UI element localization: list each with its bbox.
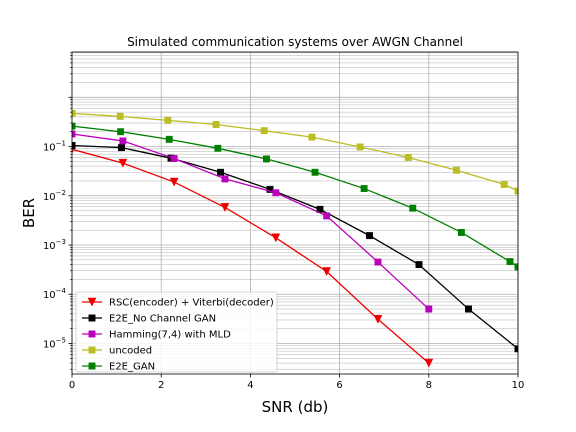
y-tick-label: 10−1 <box>43 140 66 154</box>
legend-item: Hamming(7,4) with MLD <box>82 330 231 341</box>
data-point <box>308 133 316 141</box>
data-point <box>366 232 373 240</box>
legend-item: E2E_GAN <box>82 362 155 373</box>
data-point <box>323 212 331 220</box>
y-axis-label: BER <box>20 198 38 228</box>
y-tick-base: 10 <box>43 339 56 350</box>
data-point <box>374 258 382 266</box>
data-point <box>404 154 412 161</box>
data-point <box>263 155 270 163</box>
y-tick-label: 10−4 <box>43 287 67 301</box>
data-point <box>119 137 127 145</box>
data-point <box>500 180 508 188</box>
y-tick-exponent: −1 <box>56 140 66 148</box>
data-point <box>465 305 472 313</box>
data-point <box>117 128 125 136</box>
data-point <box>356 143 364 151</box>
legend-label: E2E_No Channel GAN <box>109 314 216 325</box>
series-2 <box>72 142 518 353</box>
data-point <box>170 155 178 163</box>
series-line <box>72 148 430 364</box>
data-point <box>453 166 460 174</box>
legend-label: RSC(encoder) + Viterbi(decoder) <box>109 298 274 309</box>
x-tick-label: 8 <box>426 380 432 391</box>
series-5 <box>72 122 518 271</box>
legend-marker <box>88 362 96 370</box>
legend-label: Hamming(7,4) with MLD <box>109 330 231 341</box>
legend-item: RSC(encoder) + Viterbi(decoder) <box>82 298 274 309</box>
data-point <box>322 267 332 277</box>
y-tick-label: 10−2 <box>43 189 66 203</box>
data-point <box>164 116 172 124</box>
chart-title: Simulated communication systems over AWG… <box>127 35 463 49</box>
series-line <box>72 144 518 350</box>
series-3 <box>72 130 433 313</box>
y-tick-base: 10 <box>43 143 56 154</box>
data-point <box>217 168 224 176</box>
legend-item: E2E_No Channel GAN <box>82 314 216 325</box>
x-tick-label: 2 <box>158 380 164 391</box>
x-tick-label: 10 <box>512 380 525 391</box>
legend-label: E2E_GAN <box>109 362 155 373</box>
data-point <box>311 168 319 176</box>
y-tick-base: 10 <box>43 241 56 252</box>
x-tick-label: 0 <box>69 380 75 391</box>
y-tick-base: 10 <box>43 192 56 203</box>
data-point <box>409 204 417 212</box>
y-tick-exponent: −3 <box>56 238 66 246</box>
data-point <box>116 112 124 120</box>
x-tick-label: 6 <box>336 380 342 391</box>
data-point <box>271 233 281 243</box>
y-tick-label: 10−5 <box>43 336 66 350</box>
legend-marker <box>88 314 96 322</box>
data-point <box>220 203 230 212</box>
legend-box <box>75 291 278 373</box>
legend-marker <box>88 330 96 338</box>
data-point <box>373 315 383 324</box>
data-point <box>360 185 368 193</box>
series-1 <box>72 145 434 368</box>
legend-label: uncoded <box>109 346 152 357</box>
data-point <box>457 228 465 236</box>
data-point <box>165 135 173 143</box>
data-point <box>118 144 125 152</box>
data-point <box>212 121 220 128</box>
plot-frame <box>71 51 519 375</box>
y-tick-exponent: −4 <box>56 287 67 295</box>
series-line <box>72 133 430 310</box>
legend-item: uncoded <box>82 346 152 357</box>
data-point <box>214 144 222 152</box>
y-tick-base: 10 <box>43 290 56 301</box>
x-axis-label: SNR (db) <box>262 398 329 416</box>
y-tick-exponent: −2 <box>56 189 66 197</box>
data-point <box>425 305 433 313</box>
legend-marker <box>87 297 97 307</box>
data-point <box>424 358 434 368</box>
legend-marker <box>88 346 96 354</box>
data-point <box>260 127 268 135</box>
data-point <box>118 158 128 168</box>
legend: RSC(encoder) + Viterbi(decoder) E2E_No Ch… <box>75 291 278 373</box>
data-point <box>272 189 280 197</box>
data-point <box>169 177 179 187</box>
x-tick-label: 4 <box>247 380 253 391</box>
y-tick-exponent: −5 <box>56 336 66 344</box>
y-tick-label: 10−3 <box>43 238 66 252</box>
data-point <box>415 261 423 269</box>
data-point <box>506 258 514 266</box>
data-point <box>221 175 229 183</box>
